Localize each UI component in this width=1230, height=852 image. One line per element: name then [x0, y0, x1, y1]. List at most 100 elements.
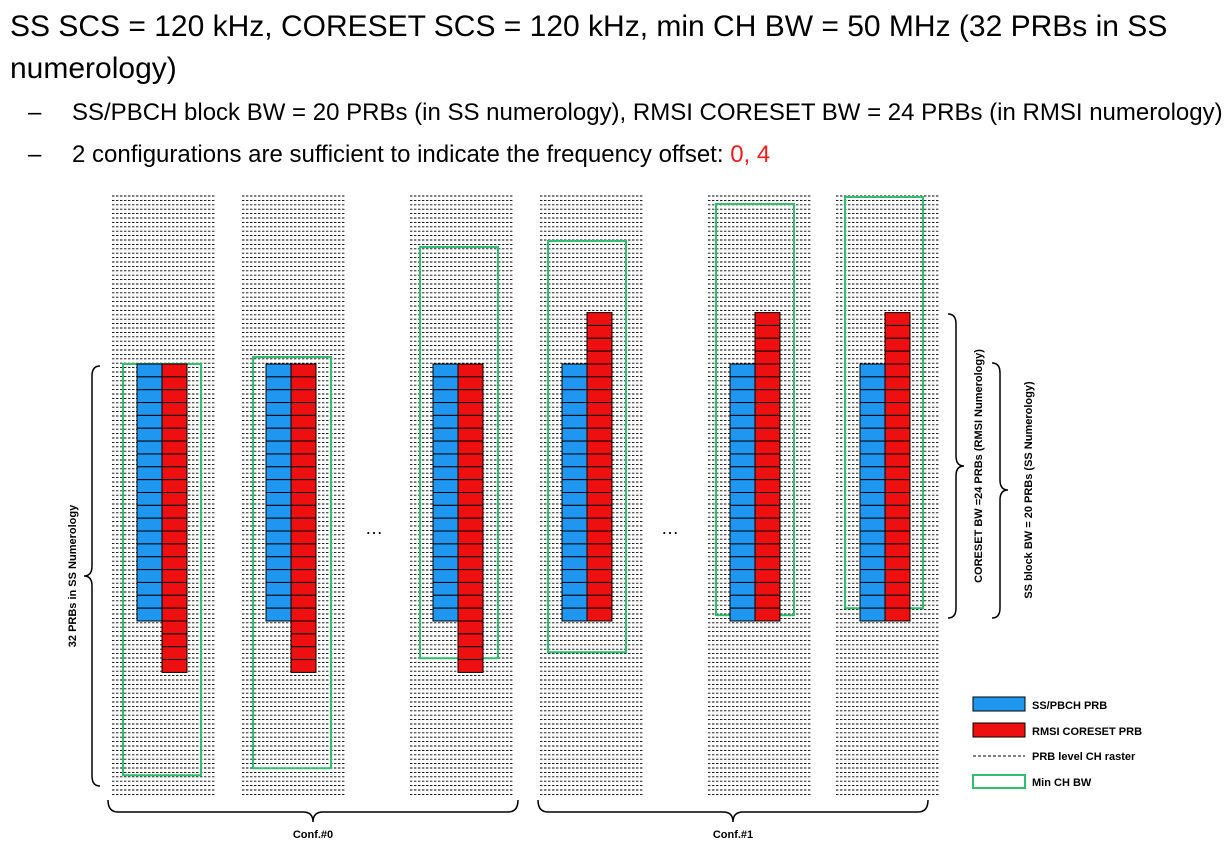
ss-pbch-prb	[729, 453, 756, 468]
rmsi-coreset-prb	[754, 376, 781, 391]
ss-pbch-prb	[561, 440, 588, 455]
coreset-brace-label: CORESET BW =24 PRBs (RMSI Numerology)	[973, 349, 985, 583]
rmsi-coreset-prb	[754, 569, 781, 583]
ss-pbch-prb	[136, 607, 163, 622]
rmsi-coreset-prb	[290, 376, 317, 391]
rmsi-coreset-prb	[884, 569, 911, 583]
rmsi-coreset-prb	[161, 492, 188, 506]
ss-pbch-prb	[432, 414, 459, 429]
rmsi-coreset-prb	[754, 337, 781, 352]
ss-pbch-prb	[432, 569, 459, 583]
prb-blocks-layer	[136, 312, 911, 673]
rmsi-coreset-prb	[161, 594, 188, 609]
slide-title: SS SCS = 120 kHz, CORESET SCS = 120 kHz,…	[10, 10, 1168, 85]
bullet-ss-coreset-bw: – SS/PBCH block BW = 20 PRBs (in SS numer…	[28, 98, 1223, 128]
rmsi-coreset-prb	[586, 543, 613, 558]
legend-swatch-ss-pbch	[972, 696, 1026, 712]
ss-pbch-prb	[729, 492, 756, 506]
left-brace-label: 32 PRBs in SS Numerology	[67, 504, 79, 647]
ss-pbch-prb	[859, 530, 886, 545]
rmsi-coreset-prb	[884, 350, 911, 365]
rmsi-coreset-prb	[457, 427, 484, 442]
rmsi-coreset-prb	[754, 453, 781, 468]
rmsi-coreset-prb	[884, 607, 911, 622]
ss-pbch-prb	[136, 569, 163, 583]
ss-pbch-prb	[136, 581, 163, 596]
rmsi-coreset-prb	[161, 453, 188, 468]
rmsi-coreset-prb	[884, 376, 911, 391]
ss-pbch-prb	[561, 363, 588, 378]
ss-pbch-prb	[136, 594, 163, 609]
rmsi-coreset-prb	[161, 427, 188, 442]
ss-pbch-prb	[859, 363, 886, 378]
ss-pbch-prb	[859, 402, 886, 416]
ss-pbch-prb	[432, 427, 459, 442]
rmsi-coreset-prb	[457, 569, 484, 583]
rmsi-coreset-prb	[290, 530, 317, 545]
ss-pbch-prb	[432, 517, 459, 532]
ss-pbch-prb	[136, 517, 163, 532]
rmsi-coreset-prb	[586, 427, 613, 442]
rmsi-coreset-prb	[290, 389, 317, 404]
rmsi-coreset-prb	[161, 633, 188, 648]
rmsi-coreset-prb	[290, 414, 317, 429]
ss-pbch-prb	[265, 376, 292, 391]
rmsi-coreset-prb	[457, 389, 484, 404]
rmsi-coreset-prb	[754, 581, 781, 596]
rmsi-coreset-prb	[457, 414, 484, 429]
ss-pbch-prb	[729, 479, 756, 493]
ss-pbch-prb	[432, 594, 459, 609]
rmsi-coreset-prb	[586, 376, 613, 391]
ss-pbch-prb	[432, 543, 459, 558]
ss-pbch-prb	[729, 427, 756, 442]
rmsi-coreset-prb	[884, 337, 911, 352]
rmsi-coreset-prb	[884, 479, 911, 493]
ss-pbch-prb	[136, 427, 163, 442]
ss-pbch-prb	[432, 453, 459, 468]
rmsi-coreset-prb	[754, 492, 781, 506]
ss-pbch-prb	[265, 414, 292, 429]
min-ch-bw-box	[547, 240, 627, 654]
rmsi-coreset-prb	[884, 581, 911, 596]
rmsi-coreset-prb	[884, 389, 911, 404]
rmsi-coreset-prb	[586, 453, 613, 468]
rmsi-coreset-prb	[161, 466, 188, 481]
rmsi-coreset-prb	[457, 620, 484, 635]
ss-pbch-prb	[432, 376, 459, 391]
rmsi-coreset-prb	[161, 543, 188, 558]
ss-pbch-prb	[136, 402, 163, 416]
ss-pbch-prb	[729, 363, 756, 378]
ss-pbch-prb	[561, 543, 588, 558]
rmsi-coreset-prb	[586, 389, 613, 404]
ss-pbch-prb	[561, 414, 588, 429]
rmsi-coreset-prb	[884, 517, 911, 532]
ss-pbch-prb	[859, 569, 886, 583]
rmsi-coreset-prb	[586, 312, 613, 326]
ss-pbch-prb	[265, 479, 292, 493]
rmsi-coreset-prb	[754, 556, 781, 571]
ss-pbch-prb	[432, 440, 459, 455]
rmsi-coreset-prb	[290, 466, 317, 481]
ss-pbch-prb	[859, 427, 886, 442]
rmsi-coreset-prb	[754, 517, 781, 532]
ss-pbch-prb	[729, 569, 756, 583]
rmsi-coreset-prb	[161, 556, 188, 571]
ss-pbch-prb	[265, 453, 292, 468]
rmsi-coreset-prb	[884, 504, 911, 519]
ss-pbch-prb	[432, 556, 459, 571]
rmsi-coreset-prb	[290, 363, 317, 378]
rmsi-coreset-prb	[754, 389, 781, 404]
rmsi-coreset-prb	[754, 350, 781, 365]
ss-pbch-prb	[265, 556, 292, 571]
ss-pbch-prb	[859, 556, 886, 571]
legend-label-rmsi-coreset: RMSI CORESET PRB	[1032, 726, 1142, 738]
ss-pbch-prb	[136, 376, 163, 391]
rmsi-coreset-prb	[884, 363, 911, 378]
bullet-dash: –	[28, 141, 42, 168]
rmsi-coreset-prb	[586, 337, 613, 352]
rmsi-coreset-prb	[884, 543, 911, 558]
rmsi-coreset-prb	[161, 646, 188, 661]
ss-pbch-prb	[561, 556, 588, 571]
ss-pbch-prb	[561, 607, 588, 622]
ss-pbch-prb	[859, 466, 886, 481]
